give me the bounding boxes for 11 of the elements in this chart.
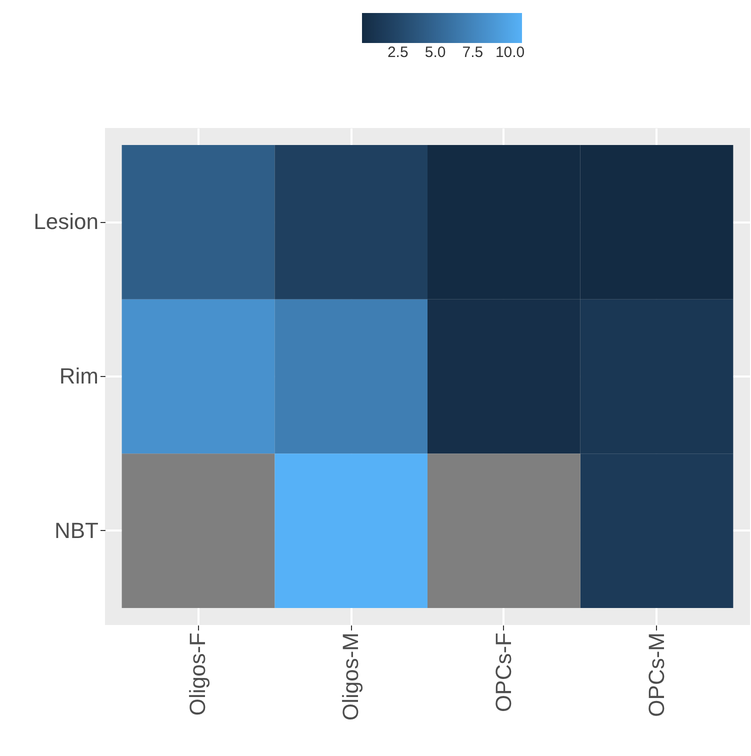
x-tick-label: OPCs-M — [644, 632, 669, 717]
x-tick-label: Oligos-F — [185, 632, 210, 716]
color-bar-label: 5.0 — [424, 44, 446, 61]
x-tick-label: Oligos-M — [338, 632, 364, 721]
y-tick-label: Lesion — [34, 209, 98, 234]
x-tick-label: OPCs-F — [490, 632, 516, 712]
y-tick-label: NBT — [54, 518, 98, 543]
y-tick-label: Rim — [59, 364, 98, 388]
color-bar-label: 10.0 — [495, 44, 525, 61]
color-bar-label: 7.5 — [462, 44, 484, 61]
color-bar-label: 2.5 — [387, 44, 408, 61]
